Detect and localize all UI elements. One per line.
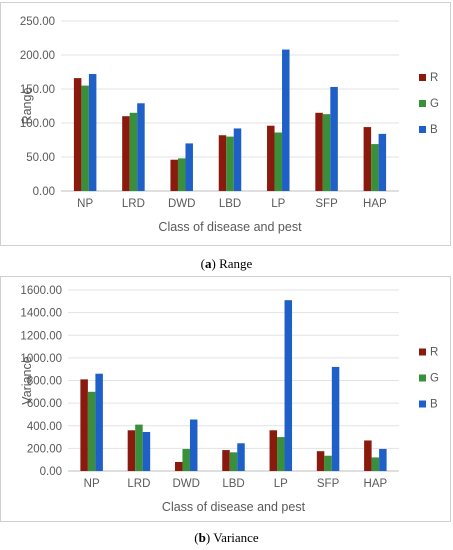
legend-swatch-b: [419, 400, 426, 408]
range-caption-text: Range: [219, 256, 253, 271]
x-tick-label: NP: [77, 198, 93, 210]
legend-swatch-b: [419, 126, 426, 133]
y-tick-label: 50.00: [26, 152, 55, 164]
range-caption-letter: a: [205, 256, 212, 271]
bar-sfp-b: [331, 366, 340, 471]
x-tick-label: SFP: [315, 198, 338, 210]
y-tick-label: 1200.00: [20, 330, 62, 342]
x-tick-label: LRD: [122, 198, 145, 210]
bar-dwd-b: [185, 143, 193, 191]
variance-chart-frame: 0.00 200.00 400.00 600.00 800.00 1000.00 1200.…: [0, 276, 451, 522]
bar-dwd-r: [170, 159, 178, 191]
bar-np-b: [95, 373, 103, 471]
bar-lbd-r: [222, 450, 230, 471]
y-tick-label: 1400.00: [20, 308, 62, 320]
range-chart: 0.00 50.00 100.00 150.00 200.00 250.00 NP LRD DW…: [20, 16, 439, 234]
variance-chart: 0.00 200.00 400.00 600.00 800.00 1000.00 1200.…: [20, 285, 439, 514]
x-axis-label: Class of disease and pest: [158, 220, 302, 234]
bar-lrd-g: [129, 112, 138, 191]
x-tick-label: DWD: [172, 478, 199, 490]
legend-swatch-r: [419, 348, 426, 356]
y-tick-label: 250.00: [20, 16, 55, 28]
y-tick-label: 600.00: [27, 398, 62, 410]
bar-lp-b: [284, 300, 293, 471]
bar-np-r: [80, 379, 88, 471]
y-tick-label: 1000.00: [20, 353, 62, 365]
bar-lbd-g: [226, 136, 234, 191]
legend-swatch-r: [419, 74, 426, 81]
legend-label-b: B: [430, 124, 438, 136]
x-tick-label: NP: [84, 478, 100, 490]
bar-hap-b: [379, 448, 387, 471]
bar-hap-b: [378, 133, 387, 191]
x-tick-label: HAP: [363, 198, 387, 210]
bar-dwd-g: [182, 448, 190, 471]
bar-hap-g: [371, 457, 380, 471]
bar-lrd-r: [127, 430, 136, 471]
range-caption: (a) Range: [200, 256, 253, 271]
bar-lrd-r: [122, 116, 130, 191]
bar-hap-g: [371, 144, 379, 191]
bar-sfp-r: [316, 451, 325, 471]
bar-lbd-r: [218, 135, 227, 191]
y-tick-label: 200.00: [20, 50, 55, 62]
y-tick-label: 0.00: [33, 186, 55, 198]
bar-lp-r: [267, 125, 275, 191]
x-tick-label: LP: [274, 478, 288, 490]
bar-np-g: [81, 85, 89, 191]
legend-label-b: B: [430, 399, 438, 411]
bar-lbd-b: [237, 443, 245, 471]
y-tick-label: 400.00: [27, 421, 62, 433]
x-tick-label: DWD: [168, 198, 195, 210]
y-axis-label: Variance: [20, 356, 34, 404]
variance-caption-text: Variance: [213, 530, 259, 545]
x-tick-label: HAP: [364, 478, 388, 490]
bar-lbd-b: [233, 128, 242, 191]
bar-sfp-g: [324, 455, 332, 471]
x-tick-label: LBD: [219, 198, 241, 210]
bar-sfp-g: [322, 114, 331, 191]
legend-swatch-g: [419, 374, 426, 382]
y-tick-label: 150.00: [20, 84, 55, 96]
legend-label-g: G: [430, 373, 439, 385]
bar-hap-r: [363, 127, 372, 191]
bar-lrd-b: [142, 431, 151, 471]
bar-hap-r: [364, 440, 372, 471]
range-chart-frame: 0.00 50.00 100.00 150.00 200.00 250.00 NP LRD DW…: [0, 2, 451, 246]
legend-label-g: G: [430, 98, 439, 110]
bar-dwd-b: [189, 419, 198, 471]
bar-lbd-g: [229, 452, 238, 471]
legend-swatch-g: [419, 100, 426, 107]
variance-caption: (b) Variance: [194, 530, 259, 545]
y-tick-label: 800.00: [27, 376, 62, 388]
legend-label-r: R: [430, 347, 438, 359]
x-tick-label: LP: [271, 198, 285, 210]
x-tick-label: LRD: [127, 478, 150, 490]
y-tick-label: 100.00: [20, 118, 55, 130]
bar-lrd-g: [135, 424, 143, 471]
legend-label-r: R: [430, 72, 438, 84]
bar-lrd-b: [137, 103, 145, 191]
y-tick-label: 0.00: [40, 466, 62, 478]
bar-lp-r: [269, 430, 278, 471]
bar-sfp-r: [315, 112, 323, 191]
x-tick-label: SFP: [317, 478, 340, 490]
bar-dwd-r: [174, 461, 183, 471]
bar-dwd-g: [177, 158, 186, 191]
y-tick-label: 1600.00: [20, 285, 62, 297]
y-axis-label: Range: [20, 88, 34, 125]
x-axis-label: Class of disease and pest: [162, 500, 306, 514]
bar-lp-b: [282, 49, 290, 192]
bar-sfp-b: [330, 86, 338, 191]
bar-lp-g: [277, 437, 285, 471]
bar-np-r: [73, 78, 82, 191]
variance-caption-letter: b: [198, 530, 206, 545]
bar-np-g: [87, 391, 96, 471]
bar-lp-g: [274, 132, 283, 191]
bar-np-b: [88, 74, 97, 191]
x-tick-label: LBD: [222, 478, 244, 490]
y-tick-label: 200.00: [27, 443, 62, 455]
